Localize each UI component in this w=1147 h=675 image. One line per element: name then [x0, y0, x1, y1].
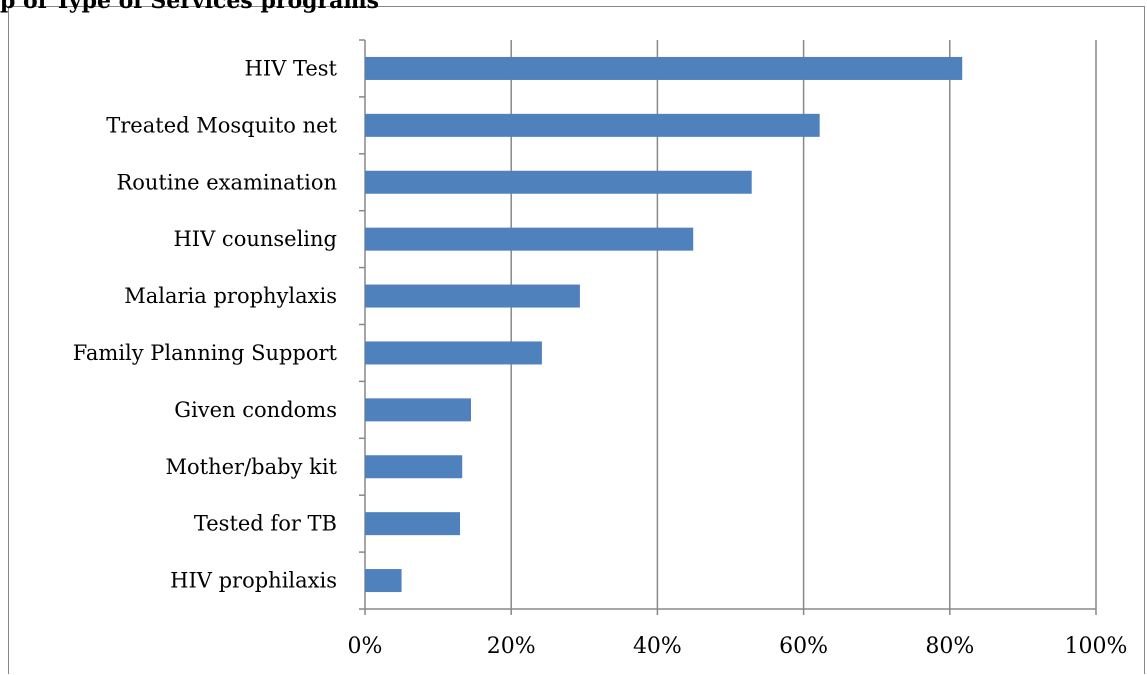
category-label: Mother/baby kit [166, 455, 338, 479]
bar [365, 398, 471, 422]
bar [365, 227, 694, 251]
bar [365, 512, 461, 536]
category-label: Malaria prophylaxis [124, 284, 337, 308]
category-label: Family Planning Support [73, 341, 338, 365]
x-tick-label: 100% [1065, 634, 1128, 659]
category-label: Tested for TB [194, 512, 337, 536]
category-label: HIV prophilaxis [170, 569, 337, 593]
category-label: HIV Test [245, 56, 338, 80]
bar [365, 56, 963, 80]
x-tick-label: 40% [633, 634, 682, 659]
bar [365, 341, 542, 365]
bar [365, 170, 752, 194]
category-label: HIV counseling [173, 227, 337, 251]
x-tick-label: 0% [348, 634, 383, 659]
category-label: Routine examination [116, 170, 337, 194]
x-tick-label: 60% [779, 634, 828, 659]
chart-title: p of Type of Services programs [0, 0, 380, 14]
bar [365, 113, 820, 137]
bar [365, 455, 463, 479]
category-label: Given condoms [174, 398, 337, 422]
bar [365, 569, 402, 593]
x-tick-label: 20% [487, 634, 536, 659]
chart-frame [8, 6, 1145, 674]
bar [365, 284, 580, 308]
x-tick-label: 80% [925, 634, 974, 659]
category-label: Treated Mosquito net [106, 113, 337, 137]
